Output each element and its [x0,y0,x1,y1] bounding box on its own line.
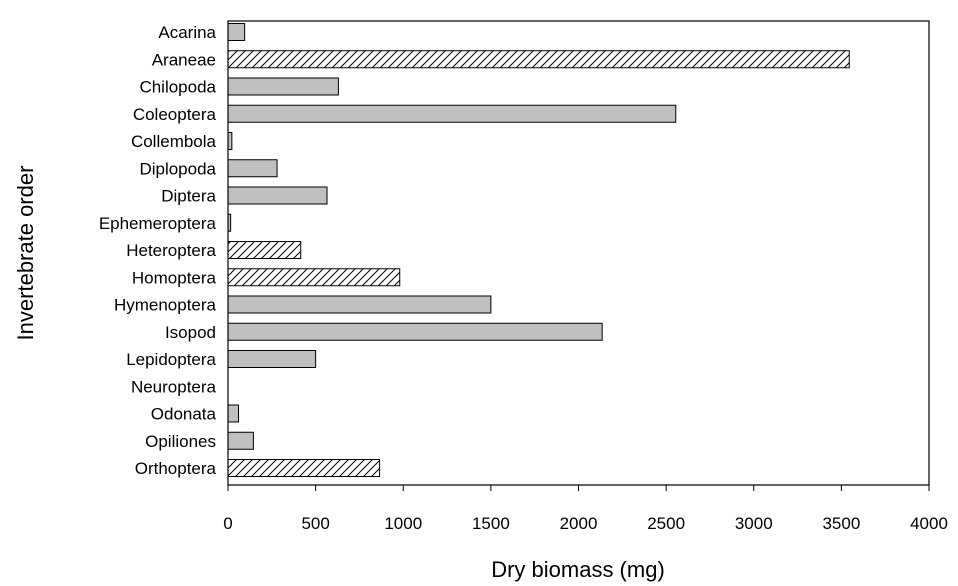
bar-araneae [227,50,850,69]
plot-frame [227,20,930,486]
bar-lepidoptera [227,350,317,368]
bar-coleoptera [227,104,677,123]
category-label-acarina: Acarina [158,23,216,42]
category-label-diplopoda: Diplopoda [139,159,216,178]
category-label-ephemeroptera: Ephemeroptera [99,214,217,233]
category-label-lepidoptera: Lepidoptera [126,350,216,369]
x-tick-label: 2500 [647,514,685,533]
bar-homoptera [227,268,401,287]
x-tick-label: 3500 [822,514,860,533]
category-label-collembola: Collembola [131,132,217,151]
category-label-orthoptera: Orthoptera [135,459,217,478]
bar-diplopoda [227,159,278,178]
x-tick-label: 1500 [472,514,510,533]
bar-chilopoda [227,77,339,96]
bar-odonata [227,404,240,423]
x-tick-label: 4000 [910,514,948,533]
category-label-neuroptera: Neuroptera [131,377,217,396]
category-label-hymenoptera: Hymenoptera [114,296,217,315]
bar-isopod [227,322,603,341]
bar-hymenoptera [227,295,492,314]
category-labels: Acarina Araneae Chilopoda Coleoptera Collemb… [99,23,217,478]
bars [227,23,850,477]
category-label-diptera: Diptera [161,187,216,206]
x-tick-label: 0 [223,514,232,533]
x-axis-ticks: 0 500 1000 1500 2000 2500 3000 3500 4000 [223,485,948,533]
category-label-homoptera: Homoptera [132,268,217,287]
x-tick-label: 2000 [560,514,598,533]
bar-opiliones [227,431,254,450]
x-axis-title: Dry biomass (mg) [491,557,665,582]
bar-acarina [227,23,246,41]
x-tick-label: 3000 [735,514,773,533]
category-label-araneae: Araneae [152,50,216,69]
category-label-isopod: Isopod [165,323,216,342]
category-label-coleoptera: Coleoptera [133,105,217,124]
bar-heteroptera [227,241,302,259]
category-label-heteroptera: Heteroptera [126,241,216,260]
x-tick-label: 1000 [384,514,422,533]
category-label-odonata: Odonata [151,405,217,424]
y-axis-title: Invertebrate order [13,166,38,341]
x-tick-label: 500 [301,514,329,533]
category-label-chilopoda: Chilopoda [139,78,216,97]
bar-orthoptera [227,459,381,477]
category-label-opiliones: Opiliones [145,432,216,451]
bar-diptera [227,186,328,205]
